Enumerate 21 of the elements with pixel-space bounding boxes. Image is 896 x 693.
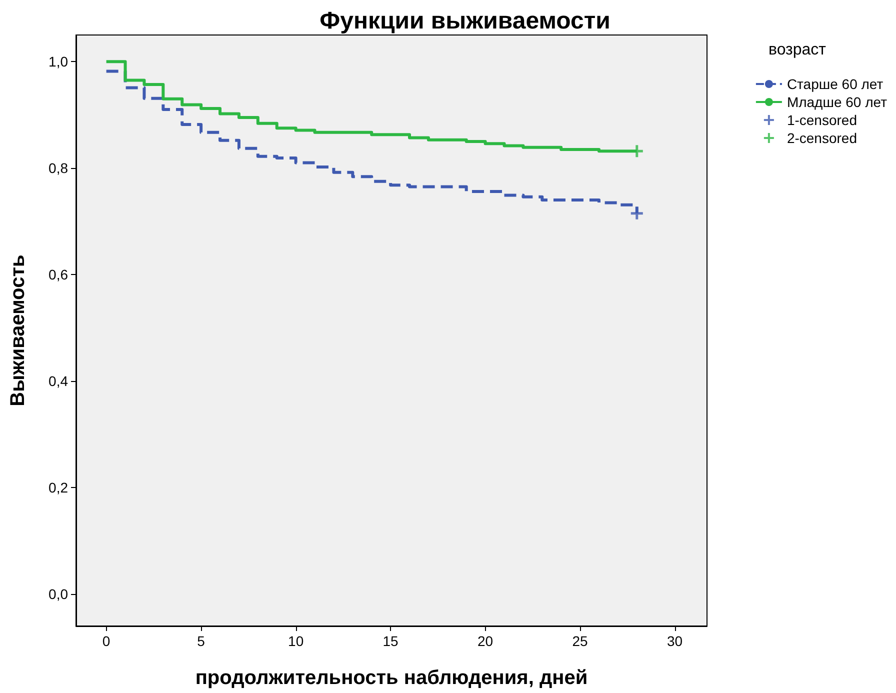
legend-label: Старше 60 лет (786, 76, 884, 92)
x-tick-label: 0 (102, 633, 110, 649)
y-tick-label: 0,2 (48, 480, 68, 496)
y-axis-title: Выживаемость (7, 254, 29, 406)
legend-label: 1-censored (786, 112, 857, 128)
y-tick-label: 0,6 (48, 266, 68, 283)
legend-label: 2-censored (786, 130, 857, 146)
y-tick-label: 0,8 (48, 160, 68, 176)
x-tick-label: 10 (288, 633, 304, 649)
x-tick-label: 30 (667, 633, 683, 649)
y-tick-label: 0,4 (48, 373, 68, 390)
legend-label: Младше 60 лет (786, 94, 888, 110)
x-axis-title: продолжительность наблюдения, дней (195, 667, 588, 689)
y-tick-label: 1,0 (48, 54, 68, 70)
y-tick-label: 0,0 (48, 586, 68, 602)
x-tick-label: 20 (478, 633, 494, 649)
x-tick-label: 15 (382, 633, 399, 649)
legend-title: возраст (768, 42, 827, 58)
x-tick-label: 25 (572, 633, 588, 649)
chart-title: Функции выживаемости (320, 8, 610, 34)
x-tick-label: 5 (197, 633, 206, 649)
